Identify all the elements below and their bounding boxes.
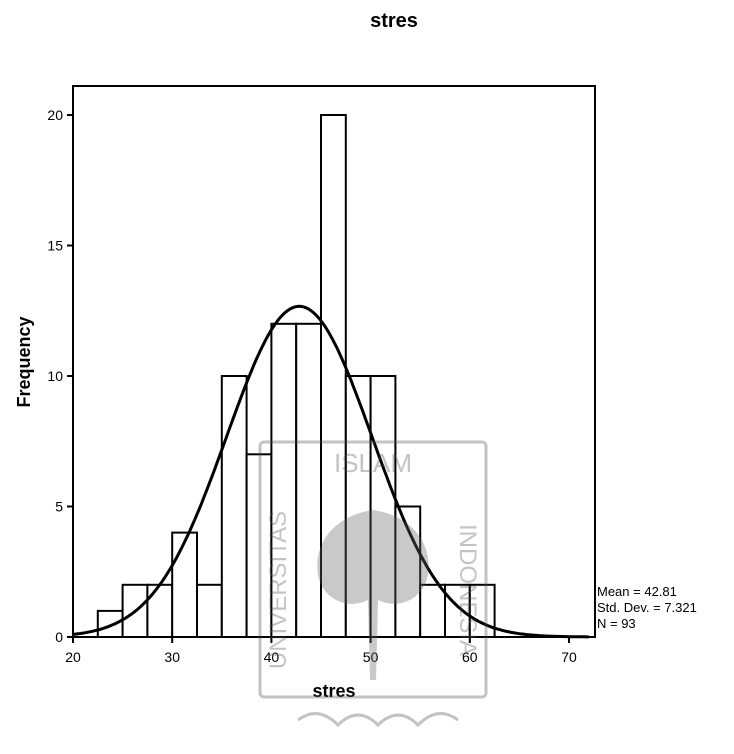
seal-emblem-icon xyxy=(317,510,429,680)
n-stat: N = 93 xyxy=(597,616,636,631)
seal-border xyxy=(258,440,488,699)
y-tick-label: 5 xyxy=(55,499,63,515)
y-tick-label: 10 xyxy=(47,368,63,384)
histogram-bar xyxy=(344,375,372,638)
chart-title: stres xyxy=(370,10,418,32)
x-tick-label: 60 xyxy=(462,649,478,665)
x-tick-label: 50 xyxy=(363,649,379,665)
y-tick-label: 20 xyxy=(47,107,63,123)
histogram-bar xyxy=(171,531,198,638)
seal-left-text: UNIVERSITAS xyxy=(265,511,292,669)
x-tick-label: 40 xyxy=(264,649,280,665)
std-dev-stat: Std. Dev. = 7.321 xyxy=(597,600,697,615)
x-axis-label: stres xyxy=(312,681,355,701)
histogram-bar xyxy=(146,583,174,638)
normal-curve xyxy=(72,304,589,639)
histogram-bar xyxy=(369,375,397,638)
normal-curve-layer xyxy=(72,304,589,639)
histogram-bar xyxy=(96,609,124,639)
x-axis-ticks: 20 30 40 50 60 70 xyxy=(65,637,577,665)
histogram-bar xyxy=(196,583,223,638)
y-tick-label: 15 xyxy=(47,238,63,254)
statistics-box: Mean = 42.81 Std. Dev. = 7.321 N = 93 xyxy=(597,584,697,632)
histogram-bar xyxy=(419,583,447,638)
seal-right-text: INDONESIA xyxy=(454,524,481,656)
histogram-bar xyxy=(320,114,347,638)
y-tick-label: 0 xyxy=(55,629,63,645)
seal-script-icon xyxy=(297,712,459,728)
histogram-bar xyxy=(220,375,248,638)
histogram-bar xyxy=(468,583,496,638)
x-tick-label: 20 xyxy=(65,649,81,665)
seal-top-text: ISLAM xyxy=(334,448,412,478)
university-seal-watermark: ISLAM UNIVERSITAS INDONESIA xyxy=(258,440,488,728)
x-tick-label: 30 xyxy=(164,649,180,665)
y-axis-label: Frequency xyxy=(14,316,34,407)
histogram-bar xyxy=(444,583,471,638)
histogram-bar xyxy=(270,322,298,638)
bars xyxy=(96,114,496,639)
y-axis-ticks: 0 5 10 15 20 xyxy=(47,107,73,645)
mean-stat: Mean = 42.81 xyxy=(597,584,677,599)
x-tick-label: 70 xyxy=(561,649,577,665)
